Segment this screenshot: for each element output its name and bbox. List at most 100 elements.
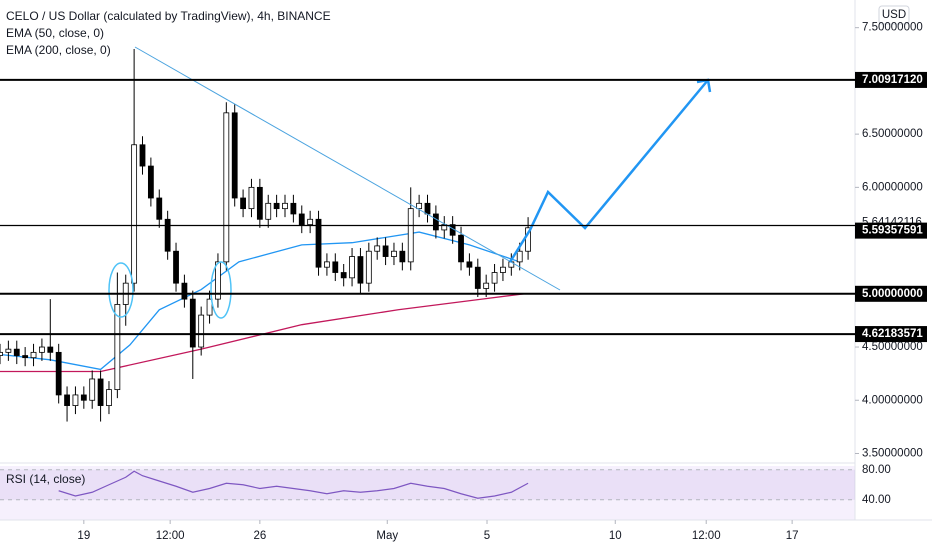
- candle-body: [324, 261, 330, 268]
- candle-body: [399, 250, 406, 263]
- candle-body: [256, 186, 263, 220]
- x-tick-label: 26: [253, 530, 266, 542]
- candle-body: [97, 378, 104, 406]
- x-tick-label: 10: [609, 530, 622, 542]
- y-tick-label: 7.50000000: [862, 22, 923, 34]
- candle-body: [5, 348, 12, 353]
- candle-body: [240, 197, 246, 210]
- y-tick-label: 3.50000000: [862, 448, 923, 460]
- candle-body: [265, 202, 272, 220]
- candle-body: [47, 346, 54, 353]
- candle-body: [483, 282, 490, 289]
- candle-body: [72, 394, 79, 406]
- highlight-ellipse: [210, 261, 232, 319]
- candle-body: [0, 351, 3, 356]
- candle-body: [298, 213, 305, 226]
- candle-body: [458, 234, 464, 263]
- rsi-band: [0, 469, 855, 500]
- candle-body: [525, 227, 531, 252]
- candle-body: [466, 261, 473, 268]
- level-label: 4.62183571: [862, 328, 923, 340]
- chart-title: CELO / US Dollar (calculated by TradingV…: [6, 9, 331, 23]
- candle-body: [189, 298, 196, 348]
- y-tick-label: 6.50000000: [862, 128, 923, 140]
- x-tick-label: 17: [786, 530, 799, 542]
- rsi-line: [58, 470, 529, 499]
- candle-body: [315, 218, 322, 268]
- candle-body: [223, 112, 230, 263]
- candle-body: [55, 351, 62, 396]
- candle-body: [500, 266, 506, 273]
- candle-body: [156, 197, 163, 220]
- candle-body: [106, 389, 112, 406]
- level-label-box: [855, 285, 927, 302]
- candle-body: [474, 266, 481, 289]
- candle-body: [357, 256, 364, 284]
- candle-body: [22, 355, 29, 359]
- candle-body: [307, 218, 314, 226]
- candle-body: [248, 186, 255, 210]
- rsi-pane: [0, 466, 855, 520]
- x-tick-label: 5: [484, 530, 490, 542]
- candle-body: [424, 202, 431, 215]
- candle-body: [181, 282, 188, 300]
- candle-body: [374, 245, 381, 252]
- candle-body: [80, 394, 87, 401]
- candle-body: [340, 272, 347, 279]
- level-label-box: [855, 326, 927, 343]
- candle-body: [131, 144, 138, 284]
- candle-body: [89, 378, 96, 401]
- candle-body: [231, 112, 238, 199]
- x-tick-label: 19: [77, 530, 90, 542]
- candle-body: [407, 208, 414, 263]
- x-tick-label: May: [376, 530, 398, 542]
- level-label-box: [855, 71, 927, 88]
- candle-body: [391, 250, 397, 257]
- candle-body: [432, 213, 439, 231]
- x-tick-label: 12:00: [692, 530, 721, 542]
- y-tick-label: 80.00: [862, 464, 891, 476]
- candle-body: [365, 250, 372, 284]
- y-tick-label: 4.50000000: [862, 341, 923, 353]
- candle-body: [147, 165, 154, 199]
- trend-line: [134, 46, 561, 291]
- projection-arrow: [508, 79, 709, 263]
- candle-body: [164, 218, 171, 252]
- legend-entry: EMA (200, close, 0): [6, 43, 111, 57]
- candle-body: [39, 346, 45, 353]
- candle-body: [332, 261, 339, 273]
- x-tick-label: 12:00: [156, 530, 185, 542]
- last-price-label: 5.59357591: [862, 225, 923, 237]
- candle-body: [139, 144, 146, 167]
- candle-body: [382, 245, 389, 257]
- candle-body: [273, 202, 280, 210]
- highlight-ellipse: [108, 262, 134, 318]
- candle-body: [516, 250, 523, 263]
- level-label: 7.00917120: [862, 74, 923, 86]
- candle-body: [198, 314, 205, 348]
- y-tick-label: 6.00000000: [862, 181, 923, 193]
- candle-body: [30, 351, 37, 359]
- level-label: 5.00000000: [862, 288, 923, 300]
- candle-body: [64, 394, 70, 406]
- rsi-title: RSI (14, close): [6, 472, 85, 486]
- candle-body: [441, 224, 448, 231]
- legend-entry: EMA (50, close, 0): [6, 26, 104, 40]
- y-tick-label: 40.00: [862, 494, 891, 506]
- candle-body: [206, 298, 213, 316]
- candle-body: [173, 250, 179, 284]
- candle-body: [491, 272, 498, 284]
- candle-body: [282, 202, 288, 210]
- candle-body: [13, 348, 20, 356]
- currency[interactable]: USD: [882, 9, 906, 21]
- currency-button[interactable]: [878, 5, 910, 25]
- candle-body: [114, 304, 121, 391]
- y-tick-label: 4.00000000: [862, 394, 923, 406]
- last-price-box: [855, 222, 927, 239]
- candle-body: [290, 202, 297, 215]
- candle-body: [416, 202, 423, 210]
- plot: [0, 48, 855, 501]
- candle-body: [349, 256, 355, 279]
